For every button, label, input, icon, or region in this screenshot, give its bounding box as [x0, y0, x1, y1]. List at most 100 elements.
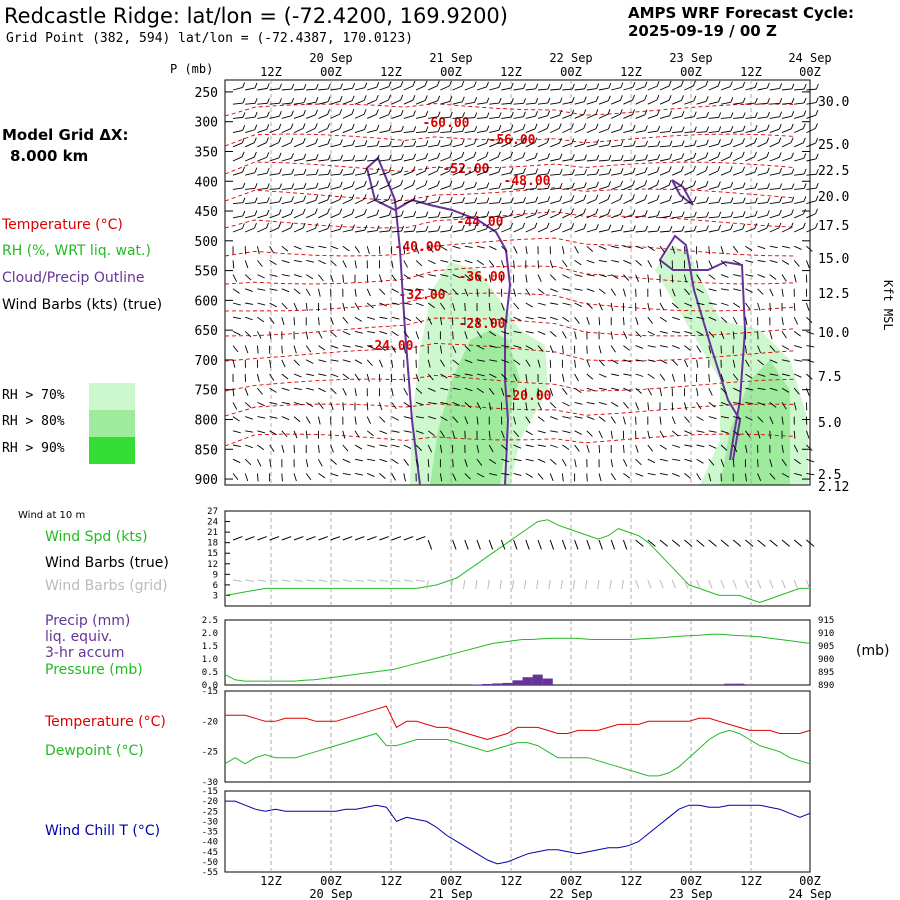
- wind-barb-397: [364, 124, 367, 130]
- wind-barb-1035: [558, 222, 562, 229]
- wind-barb-12: [232, 171, 243, 176]
- wind-barb-1793: [781, 473, 790, 478]
- wind-barb-481: [388, 167, 392, 173]
- kft-label-1: 25.0: [818, 138, 849, 153]
- wind-barb-1774: [790, 209, 794, 215]
- wind-barb-113: [257, 430, 266, 434]
- wind-barb-1827: [793, 402, 797, 411]
- wind-barb-208: [303, 169, 307, 175]
- wind-barb-172: [281, 200, 292, 205]
- temp-contour-label-8: -28.00: [459, 317, 506, 332]
- wind-barb-1303: [635, 199, 645, 205]
- wind-barb-1053: [562, 88, 573, 91]
- wind-barb-593: [415, 145, 426, 148]
- wind-barb-1446: [693, 95, 697, 102]
- top-date-label-3: 23 Sep: [669, 51, 712, 65]
- wind-barb-1558: [708, 458, 715, 466]
- wind-barb-788: [476, 142, 487, 148]
- wind-barb-49: [245, 156, 255, 162]
- wind-barb-1194: [598, 274, 607, 278]
- wind-barb-1664: [745, 302, 751, 310]
- wind-barb-177: [290, 222, 294, 228]
- wind-barb-1065: [562, 173, 573, 176]
- wind-barb-459: [366, 359, 373, 367]
- wind-barb-741: [464, 86, 475, 91]
- wind-barb-1762: [790, 123, 794, 130]
- pressure-line: [224, 633, 811, 682]
- wind-barb-1764: [790, 137, 794, 143]
- wind-barb-1223: [611, 185, 621, 190]
- wind-barb-666: [449, 96, 453, 102]
- wind-barb-431: [367, 99, 377, 105]
- wind10-grid-barb-1: [245, 579, 255, 582]
- wind-barb-1655: [754, 197, 758, 203]
- wind-barb-7: [242, 125, 246, 131]
- wind-barb-718: [452, 201, 463, 205]
- wind-barb-769: [464, 331, 468, 340]
- wind-barb-1206: [598, 444, 601, 454]
- wind-barb-1443: [684, 85, 694, 91]
- wind-barb-983: [537, 142, 548, 148]
- wind-barb-1051: [549, 458, 557, 465]
- wind-barb-393: [363, 95, 367, 101]
- wind-barb-1012: [537, 458, 546, 463]
- wind-barb-885: [501, 316, 508, 323]
- wind-barb-187: [281, 373, 289, 380]
- wind-barb-1754: [769, 473, 776, 480]
- wind-barb-1869: [806, 444, 813, 451]
- wind-barb-610: [415, 288, 424, 291]
- wind-barb-1299: [635, 171, 646, 176]
- wind-barb-1240: [611, 373, 620, 377]
- wind-barb-450: [376, 225, 380, 231]
- wind-barb-1208: [598, 473, 602, 482]
- wind-barb-1373: [659, 145, 670, 148]
- wind-barb-991: [537, 200, 548, 205]
- wind-barb-1248: [623, 86, 634, 91]
- wind-barb-490: [378, 246, 381, 255]
- wind-barb-1686: [766, 137, 770, 143]
- wind-barb-295: [318, 245, 327, 249]
- wind-barb-1841: [806, 142, 816, 148]
- p-label-900: 900: [195, 473, 218, 488]
- wind-barb-719: [462, 197, 465, 203]
- wind-barb-1082: [561, 345, 564, 354]
- wind-barb-1838: [815, 110, 819, 116]
- wind-barb-1794: [794, 88, 805, 91]
- wind-barb-1561: [729, 81, 733, 87]
- wind-barb-648: [428, 274, 437, 277]
- wind-barb-611: [415, 302, 424, 307]
- wind-barb-1831: [793, 458, 801, 465]
- wind-barb-771: [464, 359, 473, 364]
- wind-barb-1172: [598, 100, 609, 105]
- wind-barb-359: [342, 144, 353, 148]
- wind10-grid-barb-11: [367, 579, 377, 582]
- wind-barb-203: [293, 142, 304, 148]
- wind-barb-417: [354, 316, 363, 322]
- wind-chill-label: Wind Chill T (°C): [45, 823, 161, 839]
- wind-barb-176: [281, 227, 292, 233]
- wind-barb-1000: [537, 288, 545, 295]
- wind-barb-693: [440, 359, 446, 367]
- wind-barb-525: [391, 215, 402, 219]
- wind-barb-1195: [598, 288, 606, 294]
- wind-barb-464: [366, 430, 374, 437]
- wind-barb-1154: [586, 259, 595, 264]
- wind-barb-1522: [717, 80, 721, 87]
- wind-barb-1397: [659, 388, 663, 397]
- wind-barb-1814: [794, 227, 804, 233]
- wind10-grid-barb-32: [621, 579, 624, 589]
- legend-rh90-swatch: [89, 437, 135, 464]
- wind-barb-533: [391, 302, 400, 306]
- wind-barb-1319: [635, 387, 642, 394]
- pressure-unit-label: (mb): [856, 643, 890, 659]
- wind-barb-348: [330, 444, 334, 453]
- wind-barb-854: [488, 430, 491, 439]
- wind-barb-351: [342, 87, 353, 91]
- wind-barb-486: [379, 214, 390, 219]
- wind-barb-1219: [611, 159, 622, 162]
- wind-barb-124: [278, 123, 282, 130]
- wind-barb-1800: [794, 128, 804, 134]
- wind-barb-939: [535, 98, 539, 104]
- wind-barb-926: [513, 345, 522, 349]
- wind10-grid-barb-38: [696, 579, 701, 589]
